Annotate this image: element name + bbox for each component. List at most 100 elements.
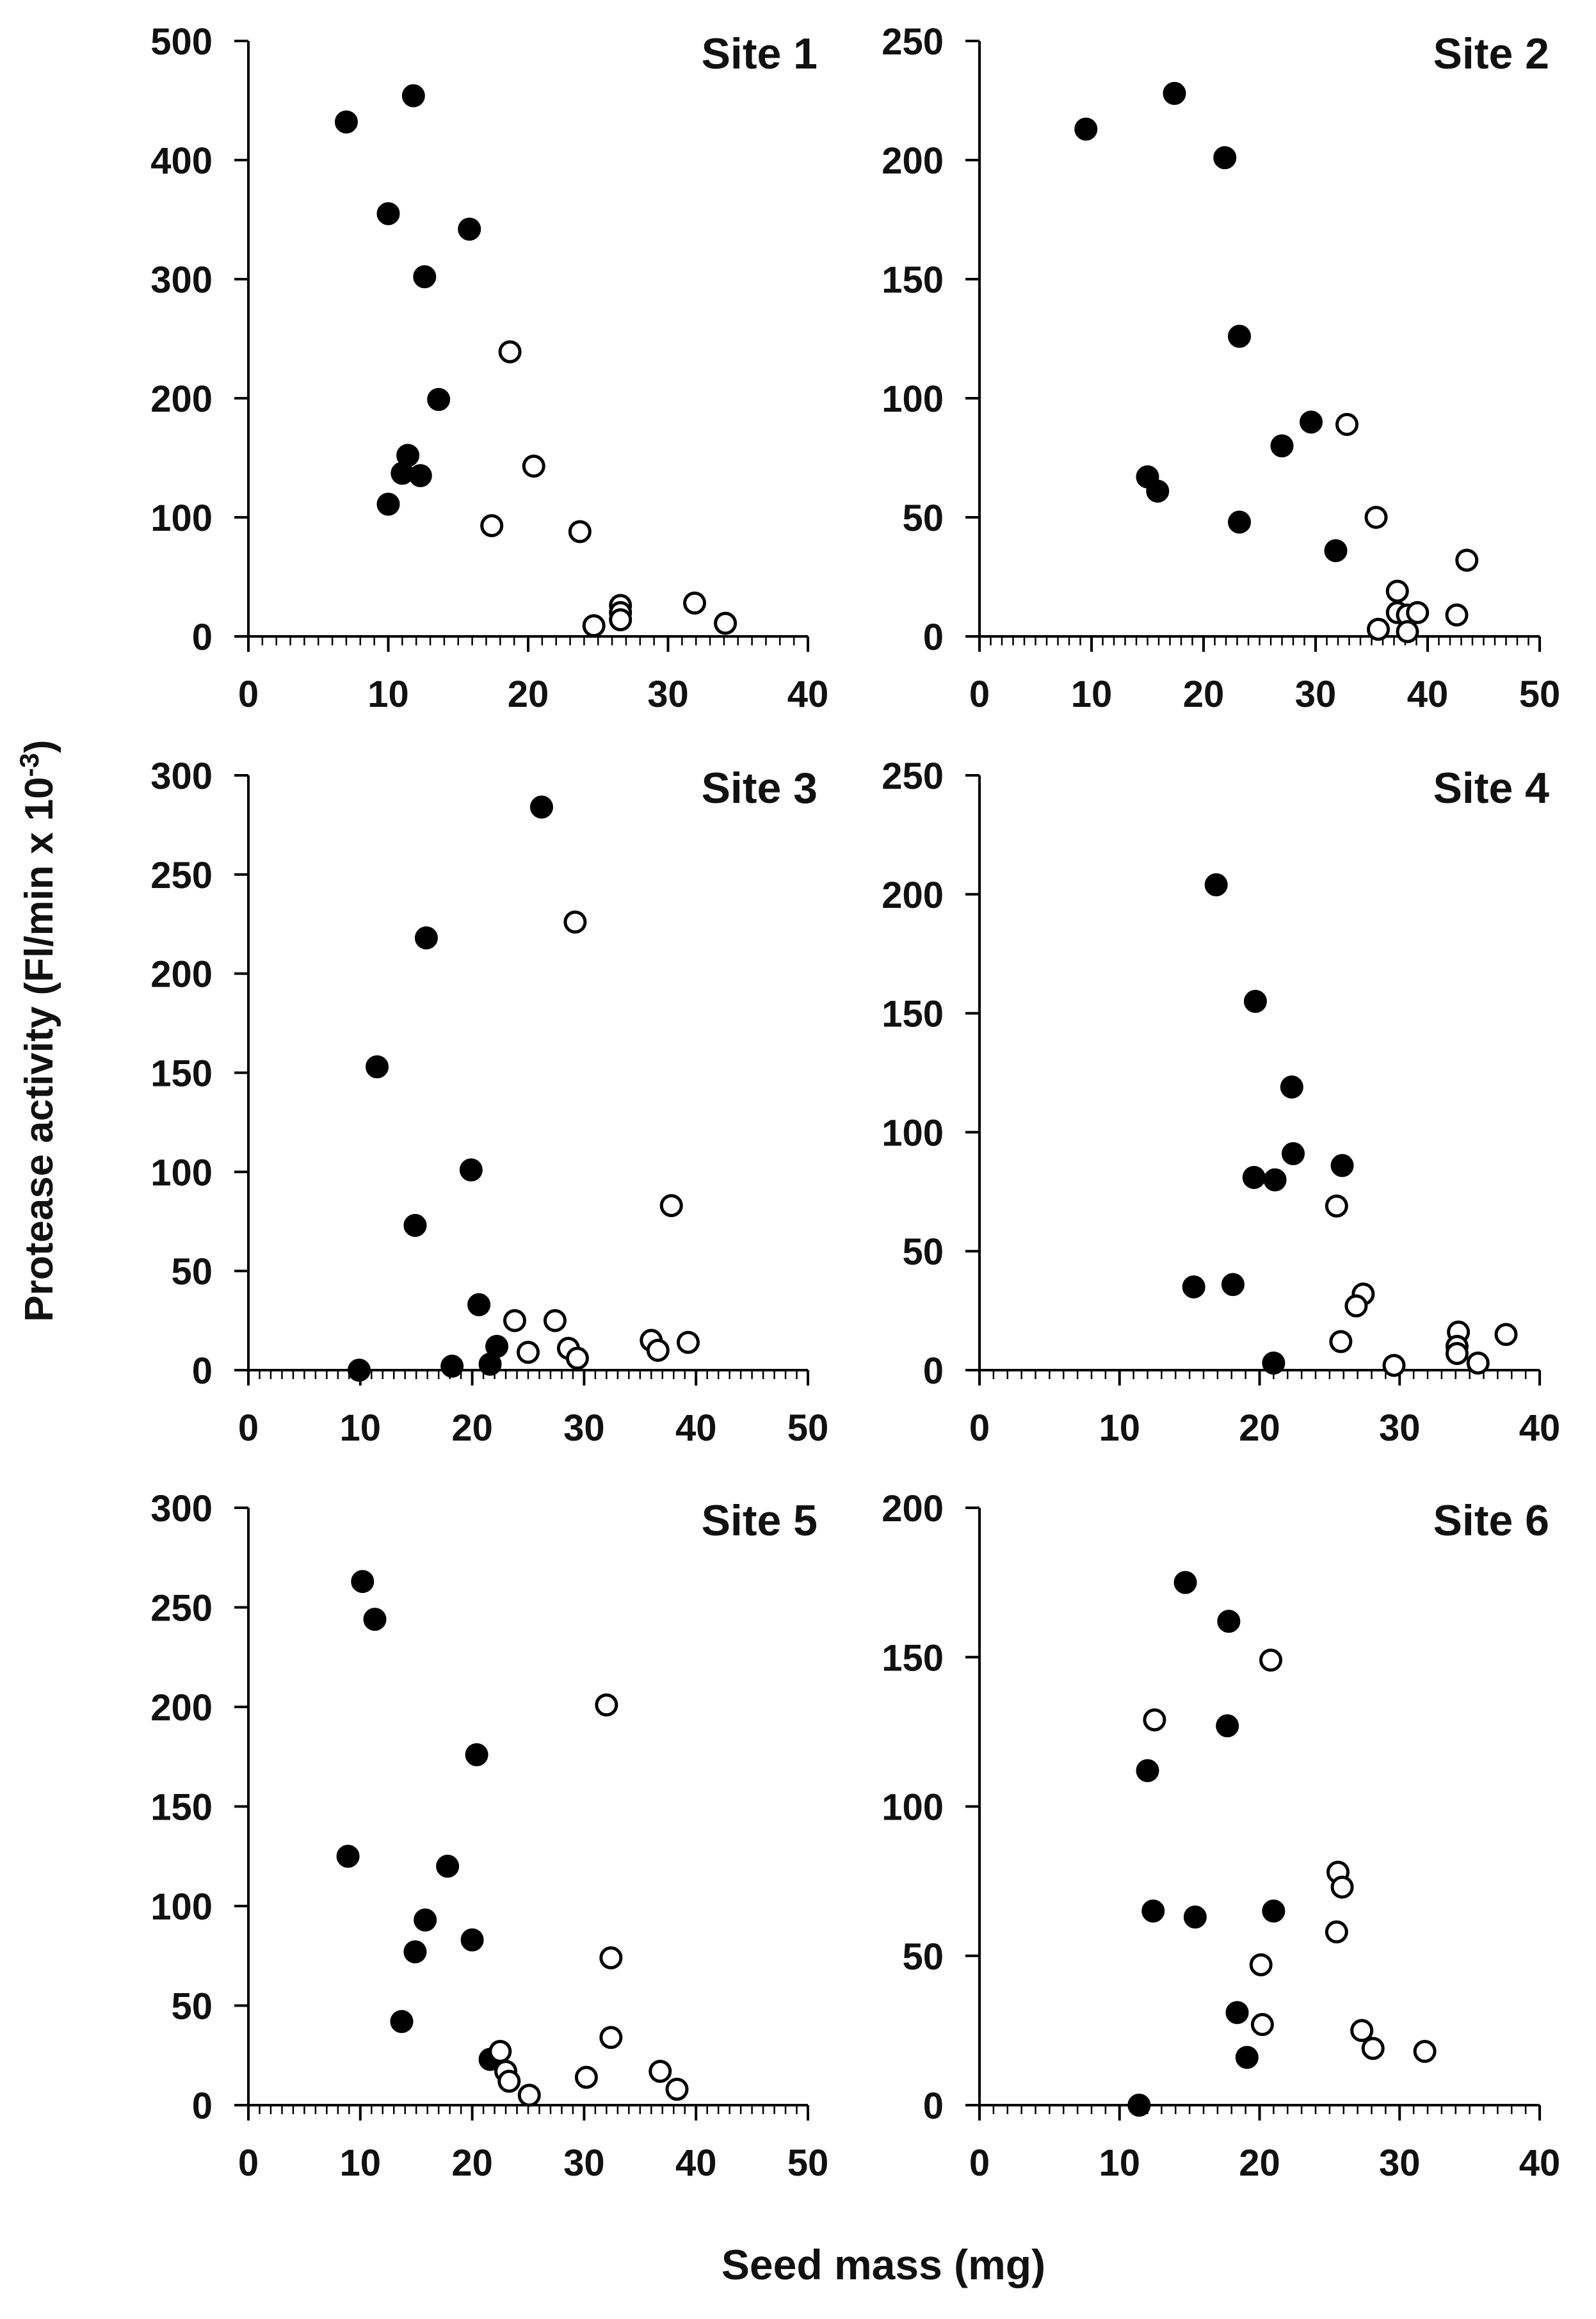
site-4-x-tick-label: 0 — [969, 1407, 990, 1449]
site-5-x-tick-label: 40 — [675, 2142, 717, 2184]
site-2-open-point — [1385, 579, 1409, 603]
site-1-open-point — [568, 520, 592, 544]
site-1-y-tick-label: 200 — [150, 378, 213, 420]
site-6-panel: 0 10 20 30 40 0 50 100 150 200 Site 6 — [882, 1488, 1560, 2184]
site-2-filled-point — [1228, 325, 1251, 348]
site-1-y-tick-label: 100 — [150, 497, 213, 539]
site-1-open-point — [609, 608, 633, 631]
site-4-filled-point — [1330, 1154, 1354, 1177]
site-5-y-tick-label: 0 — [192, 2085, 213, 2127]
site-2-open-point — [1396, 620, 1419, 643]
site-4-filled-point — [1221, 1273, 1245, 1297]
site-2-open-point — [1335, 412, 1358, 436]
site-5-open-point — [574, 2065, 598, 2089]
site-5-filled-point — [363, 1608, 387, 1631]
site-5-y-tick-label: 50 — [171, 1986, 213, 2028]
site-4-filled-point — [1182, 1275, 1205, 1298]
site-3-title: Site 3 — [702, 764, 818, 812]
site-5-open-point — [497, 2069, 521, 2093]
site-1-x-tick-label: 20 — [508, 674, 549, 715]
site-4-open-point — [1344, 1294, 1368, 1318]
site-1-filled-point — [413, 265, 437, 289]
site-5-filled-point — [436, 1854, 460, 1878]
site-3-open-point — [517, 1341, 540, 1364]
site-5-filled-point — [390, 2010, 414, 2033]
site-4-open-point — [1382, 1353, 1406, 1377]
site-6-y-tick-label: 200 — [882, 1488, 944, 1530]
site-3-y-tick-label: 300 — [150, 755, 213, 797]
site-6-open-point — [1143, 1708, 1166, 1732]
site-4-filled-point — [1263, 1168, 1287, 1192]
site-2-title: Site 2 — [1433, 29, 1549, 78]
site-2-filled-point — [1074, 117, 1098, 141]
site-2-filled-point — [1228, 510, 1251, 534]
y-axis-title-exponent: -3 — [14, 753, 44, 777]
x-axis-title: Seed mass (mg) — [721, 2241, 1045, 2288]
site-5-x-tick-label: 20 — [451, 2142, 493, 2184]
site-2-open-point — [1455, 548, 1479, 572]
site-6-open-point — [1350, 2019, 1374, 2042]
site-3-y-tick-label: 150 — [150, 1053, 213, 1095]
site-6-open-point — [1325, 1920, 1348, 1944]
site-6-title: Site 6 — [1433, 1496, 1549, 1545]
site-4-open-point — [1329, 1330, 1353, 1353]
site-5-open-point — [599, 1946, 623, 1969]
site-2-open-point — [1445, 603, 1469, 627]
site-5-filled-point — [414, 1908, 437, 1932]
site-2-filled-point — [1300, 410, 1323, 434]
site-2-y-tick-label: 50 — [902, 497, 944, 539]
site-4-open-point — [1325, 1194, 1348, 1218]
site-5-y-tick-label: 300 — [150, 1488, 213, 1530]
y-axis-title-main: Protease activity (Fl/min x 10 — [17, 777, 61, 1321]
site-6-filled-point — [1173, 1571, 1197, 1594]
site-3-y-tick-label: 50 — [171, 1251, 213, 1293]
site-1-open-point — [582, 614, 606, 638]
site-3-x-tick-label: 30 — [563, 1407, 605, 1449]
site-2-filled-point — [1146, 480, 1170, 503]
site-4-panel: 0 10 20 30 40 0 50 100 150 200 250 Site 4 — [882, 755, 1560, 1449]
site-2-filled-point — [1324, 539, 1348, 563]
site-3-y-tick-label: 0 — [192, 1350, 213, 1392]
site-4-open-point — [1494, 1323, 1518, 1346]
site-6-filled-point — [1216, 1714, 1239, 1738]
site-1-open-point — [480, 514, 504, 538]
site-5-open-point — [517, 2083, 541, 2107]
site-6-x-tick-label: 10 — [1099, 2142, 1140, 2184]
site-3-filled-point — [459, 1158, 483, 1182]
site-1-title: Site 1 — [702, 29, 818, 78]
site-3-filled-point — [467, 1293, 491, 1316]
site-3-filled-point — [366, 1055, 389, 1079]
site-1-open-point — [714, 611, 738, 635]
site-4-filled-point — [1262, 1351, 1286, 1375]
site-4-x-tick-label: 10 — [1099, 1407, 1140, 1449]
site-1-y-tick-label: 500 — [150, 21, 213, 63]
site-6-filled-point — [1262, 1899, 1286, 1923]
site-6-x-tick-label: 0 — [969, 2142, 990, 2184]
site-4-filled-point — [1242, 1166, 1266, 1190]
site-3-filled-point — [478, 1352, 502, 1376]
site-5-filled-point — [351, 1570, 375, 1594]
site-6-open-point — [1250, 2013, 1274, 2037]
site-1-filled-point — [401, 84, 425, 108]
site-2-open-point — [1364, 506, 1388, 529]
site-2-filled-point — [1213, 146, 1237, 170]
site-1-open-point — [522, 455, 545, 478]
site-3-y-tick-label: 250 — [150, 855, 213, 896]
site-3-x-tick-label: 0 — [238, 1407, 259, 1449]
site-5-x-tick-label: 30 — [563, 2142, 605, 2184]
site-5-x-tick-label: 50 — [787, 2142, 829, 2184]
site-2-x-tick-label: 40 — [1407, 674, 1449, 715]
site-1-open-point — [683, 591, 707, 615]
site-2-x-tick-label: 0 — [969, 674, 990, 715]
site-2-y-tick-label: 200 — [882, 140, 944, 182]
site-4-title: Site 4 — [1433, 764, 1550, 812]
site-5-y-tick-label: 250 — [150, 1588, 213, 1629]
site-1-y-tick-label: 300 — [150, 259, 213, 301]
site-2-y-tick-label: 0 — [923, 617, 944, 658]
site-5-y-tick-label: 200 — [150, 1687, 213, 1729]
site-1-x-tick-label: 40 — [787, 674, 829, 715]
site-2-y-tick-label: 250 — [882, 21, 944, 63]
